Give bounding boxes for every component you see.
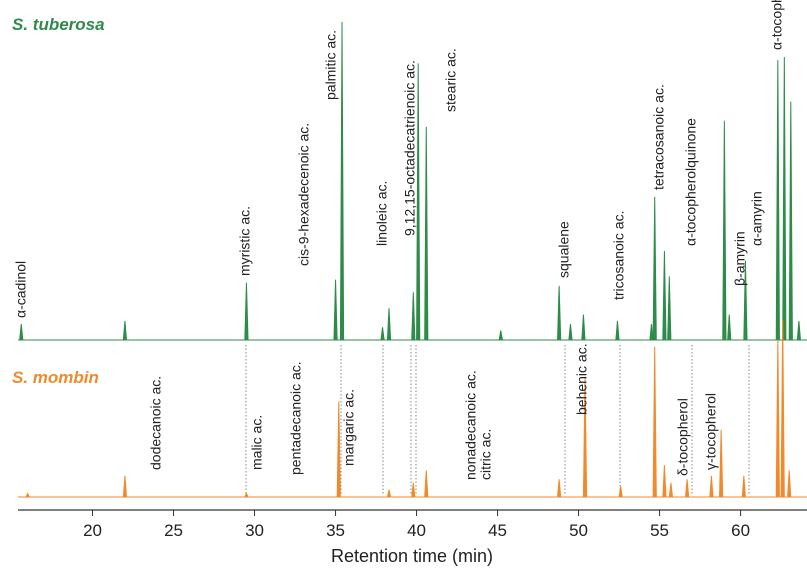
peak <box>568 324 573 341</box>
peak <box>19 324 24 341</box>
peak <box>743 260 748 341</box>
peak-label: margaric ac. <box>341 389 357 466</box>
peak <box>424 470 429 498</box>
peak <box>649 324 654 341</box>
peak-label: tricosanoic ac. <box>611 211 627 300</box>
peak <box>244 282 249 341</box>
peak <box>336 401 341 498</box>
peak-label: δ-tocopherol <box>675 398 691 476</box>
peak <box>775 339 780 498</box>
peak <box>581 314 586 341</box>
peak <box>333 279 338 341</box>
peak-label: malic ac. <box>249 415 265 470</box>
peak <box>780 319 785 498</box>
peak-label: squalene <box>556 221 572 278</box>
peak <box>685 479 690 498</box>
series-name: S. tuberosa <box>12 15 105 34</box>
peak-label: pentadecanoic ac. <box>288 361 304 475</box>
peak <box>122 320 128 341</box>
peak <box>615 320 620 341</box>
peak <box>424 126 429 341</box>
peak-label: α-cadinol <box>13 261 29 318</box>
peak <box>582 376 588 498</box>
peak-label: dodecanoic ac. <box>148 376 164 470</box>
peak <box>668 482 674 498</box>
peak <box>741 475 746 498</box>
peak-label: α-amyrin <box>749 191 765 246</box>
peak <box>386 489 392 498</box>
series-name: S. mombin <box>12 368 99 387</box>
peak <box>652 196 657 341</box>
peak <box>662 465 667 498</box>
peak-label: myristic ac. <box>237 206 253 276</box>
peak <box>796 320 801 341</box>
peak-label: linoleic ac. <box>374 181 390 246</box>
x-tick-label: 50 <box>569 521 588 540</box>
peak-label: nonadecanoic ac. <box>463 370 479 480</box>
peak-label: α-tocopherolquinone <box>683 118 699 246</box>
peak <box>498 330 503 341</box>
peak-label: α-tocopherol <box>769 0 785 50</box>
x-tick-label: 25 <box>164 521 183 540</box>
peak <box>719 429 724 498</box>
x-tick-label: 30 <box>245 521 264 540</box>
peak <box>122 475 128 498</box>
x-axis-label: Retention time (min) <box>331 546 493 566</box>
peak-label: β-amyrin <box>732 231 748 286</box>
peak <box>557 285 562 341</box>
peak <box>557 479 562 498</box>
peak-label: γ-tocopherol <box>703 393 719 470</box>
peak <box>782 56 787 341</box>
peak <box>416 63 421 341</box>
peak <box>662 250 667 341</box>
peak <box>411 292 416 341</box>
peak-label: palmitic ac. <box>323 30 339 100</box>
peak-label: stearic ac. <box>443 48 459 112</box>
peak <box>386 308 392 341</box>
x-tick-label: 45 <box>488 521 507 540</box>
peak-label: tetracosanoic ac. <box>651 84 667 190</box>
peak <box>618 486 623 498</box>
peak-label: cis-9-hexadecenoic ac. <box>296 123 312 266</box>
peak-label: behenic ac. <box>574 343 590 415</box>
peak <box>788 101 793 341</box>
peak <box>244 492 249 498</box>
peak <box>380 327 385 341</box>
peak-label: 9,12,15-octadecatrienoic ac. <box>402 60 418 236</box>
peak <box>787 470 792 498</box>
x-tick-label: 20 <box>83 521 102 540</box>
peak <box>652 346 657 498</box>
peak <box>709 475 714 498</box>
x-tick-label: 55 <box>650 521 669 540</box>
peak <box>25 492 30 498</box>
peak <box>722 120 727 341</box>
peak <box>339 21 345 341</box>
peak <box>727 314 732 341</box>
peak <box>775 60 780 341</box>
peak <box>667 276 672 341</box>
x-tick-label: 60 <box>731 521 750 540</box>
x-tick-label: 40 <box>407 521 426 540</box>
peak-label: citric ac. <box>478 429 494 480</box>
peak <box>411 482 416 498</box>
x-tick-label: 35 <box>326 521 345 540</box>
